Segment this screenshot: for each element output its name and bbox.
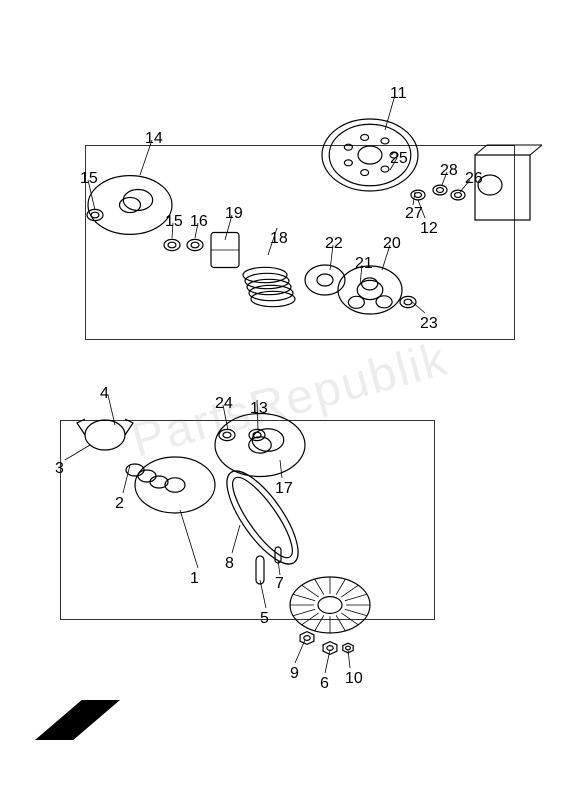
callout-number: 2 — [115, 495, 124, 513]
exploded-diagram: PartsRepublik 12345678910111213141515161… — [0, 0, 579, 800]
callout-number: 21 — [355, 255, 373, 273]
callout-number: 25 — [390, 150, 408, 168]
callout-number: 28 — [440, 162, 458, 180]
callout-number: 9 — [290, 665, 299, 683]
callout-number: 16 — [190, 213, 208, 231]
callout-number: 14 — [145, 130, 163, 148]
callout-number: 5 — [260, 610, 269, 628]
callout-number: 17 — [275, 480, 293, 498]
callout-number: 20 — [383, 235, 401, 253]
direction-arrow — [35, 700, 120, 740]
callout-number: 11 — [390, 85, 407, 103]
callout-number: 18 — [270, 230, 288, 248]
callout-number: 15 — [165, 213, 183, 231]
callout-number: 8 — [225, 555, 234, 573]
callout-number: 6 — [320, 675, 329, 693]
callout-number: 1 — [190, 570, 199, 588]
callout-number: 26 — [465, 170, 483, 188]
callout-number: 15 — [80, 170, 98, 188]
callout-number: 19 — [225, 205, 243, 223]
callout-number: 7 — [275, 575, 284, 593]
callout-number: 23 — [420, 315, 438, 333]
callout-number: 4 — [100, 385, 109, 403]
callout-number: 10 — [345, 670, 363, 688]
callout-number: 24 — [215, 395, 233, 413]
callout-number: 22 — [325, 235, 343, 253]
callout-number: 27 — [405, 205, 423, 223]
callout-number: 3 — [55, 460, 64, 478]
callout-number: 13 — [250, 400, 268, 418]
